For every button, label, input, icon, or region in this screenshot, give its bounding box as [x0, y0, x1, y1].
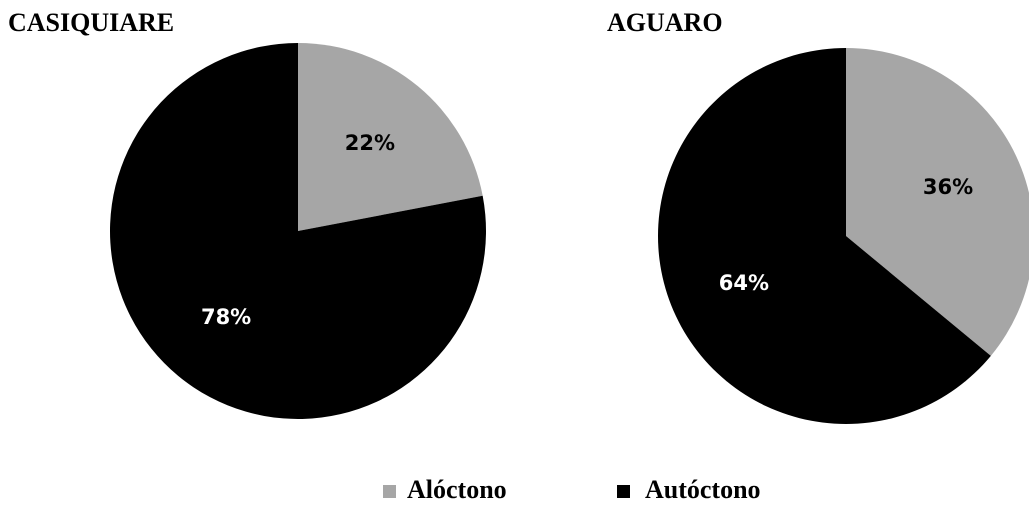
data-label: 64% [719, 271, 769, 295]
chart-title: AGUARO [607, 8, 723, 37]
pie-slice [298, 43, 483, 231]
data-label: 22% [345, 131, 395, 155]
pie-slice [110, 43, 486, 419]
pie-slice [658, 48, 991, 424]
legend-swatch [617, 485, 630, 498]
data-label: 36% [923, 175, 973, 199]
legend-label: Autóctono [645, 475, 761, 504]
legend-swatch [383, 485, 396, 498]
pie-slice [846, 48, 1029, 356]
data-label: 78% [201, 305, 251, 329]
chart-title: CASIQUIARE [8, 8, 174, 37]
legend-label: Alóctono [407, 475, 507, 504]
